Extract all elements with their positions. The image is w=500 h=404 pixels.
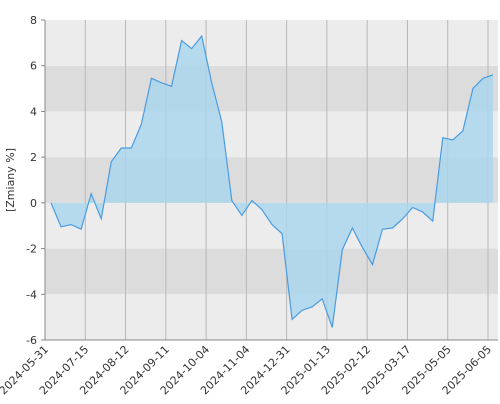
band — [45, 20, 498, 66]
y-tick-label: -2 — [26, 243, 37, 256]
y-tick-label: 2 — [30, 151, 37, 164]
area-fill — [51, 36, 493, 328]
y-tick-label: 8 — [30, 14, 37, 27]
band — [45, 65, 498, 112]
y-tick-label: 4 — [30, 105, 37, 118]
y-tick-label: -6 — [26, 334, 37, 347]
line — [50, 34, 494, 328]
band — [45, 248, 498, 295]
band — [45, 294, 498, 340]
y-axis-label: [Zmiany %] — [4, 148, 17, 212]
y-tick-label: 6 — [30, 60, 37, 73]
band — [45, 111, 498, 158]
y-tick-label: 0 — [30, 197, 37, 210]
y-tick-label: -4 — [26, 288, 37, 301]
